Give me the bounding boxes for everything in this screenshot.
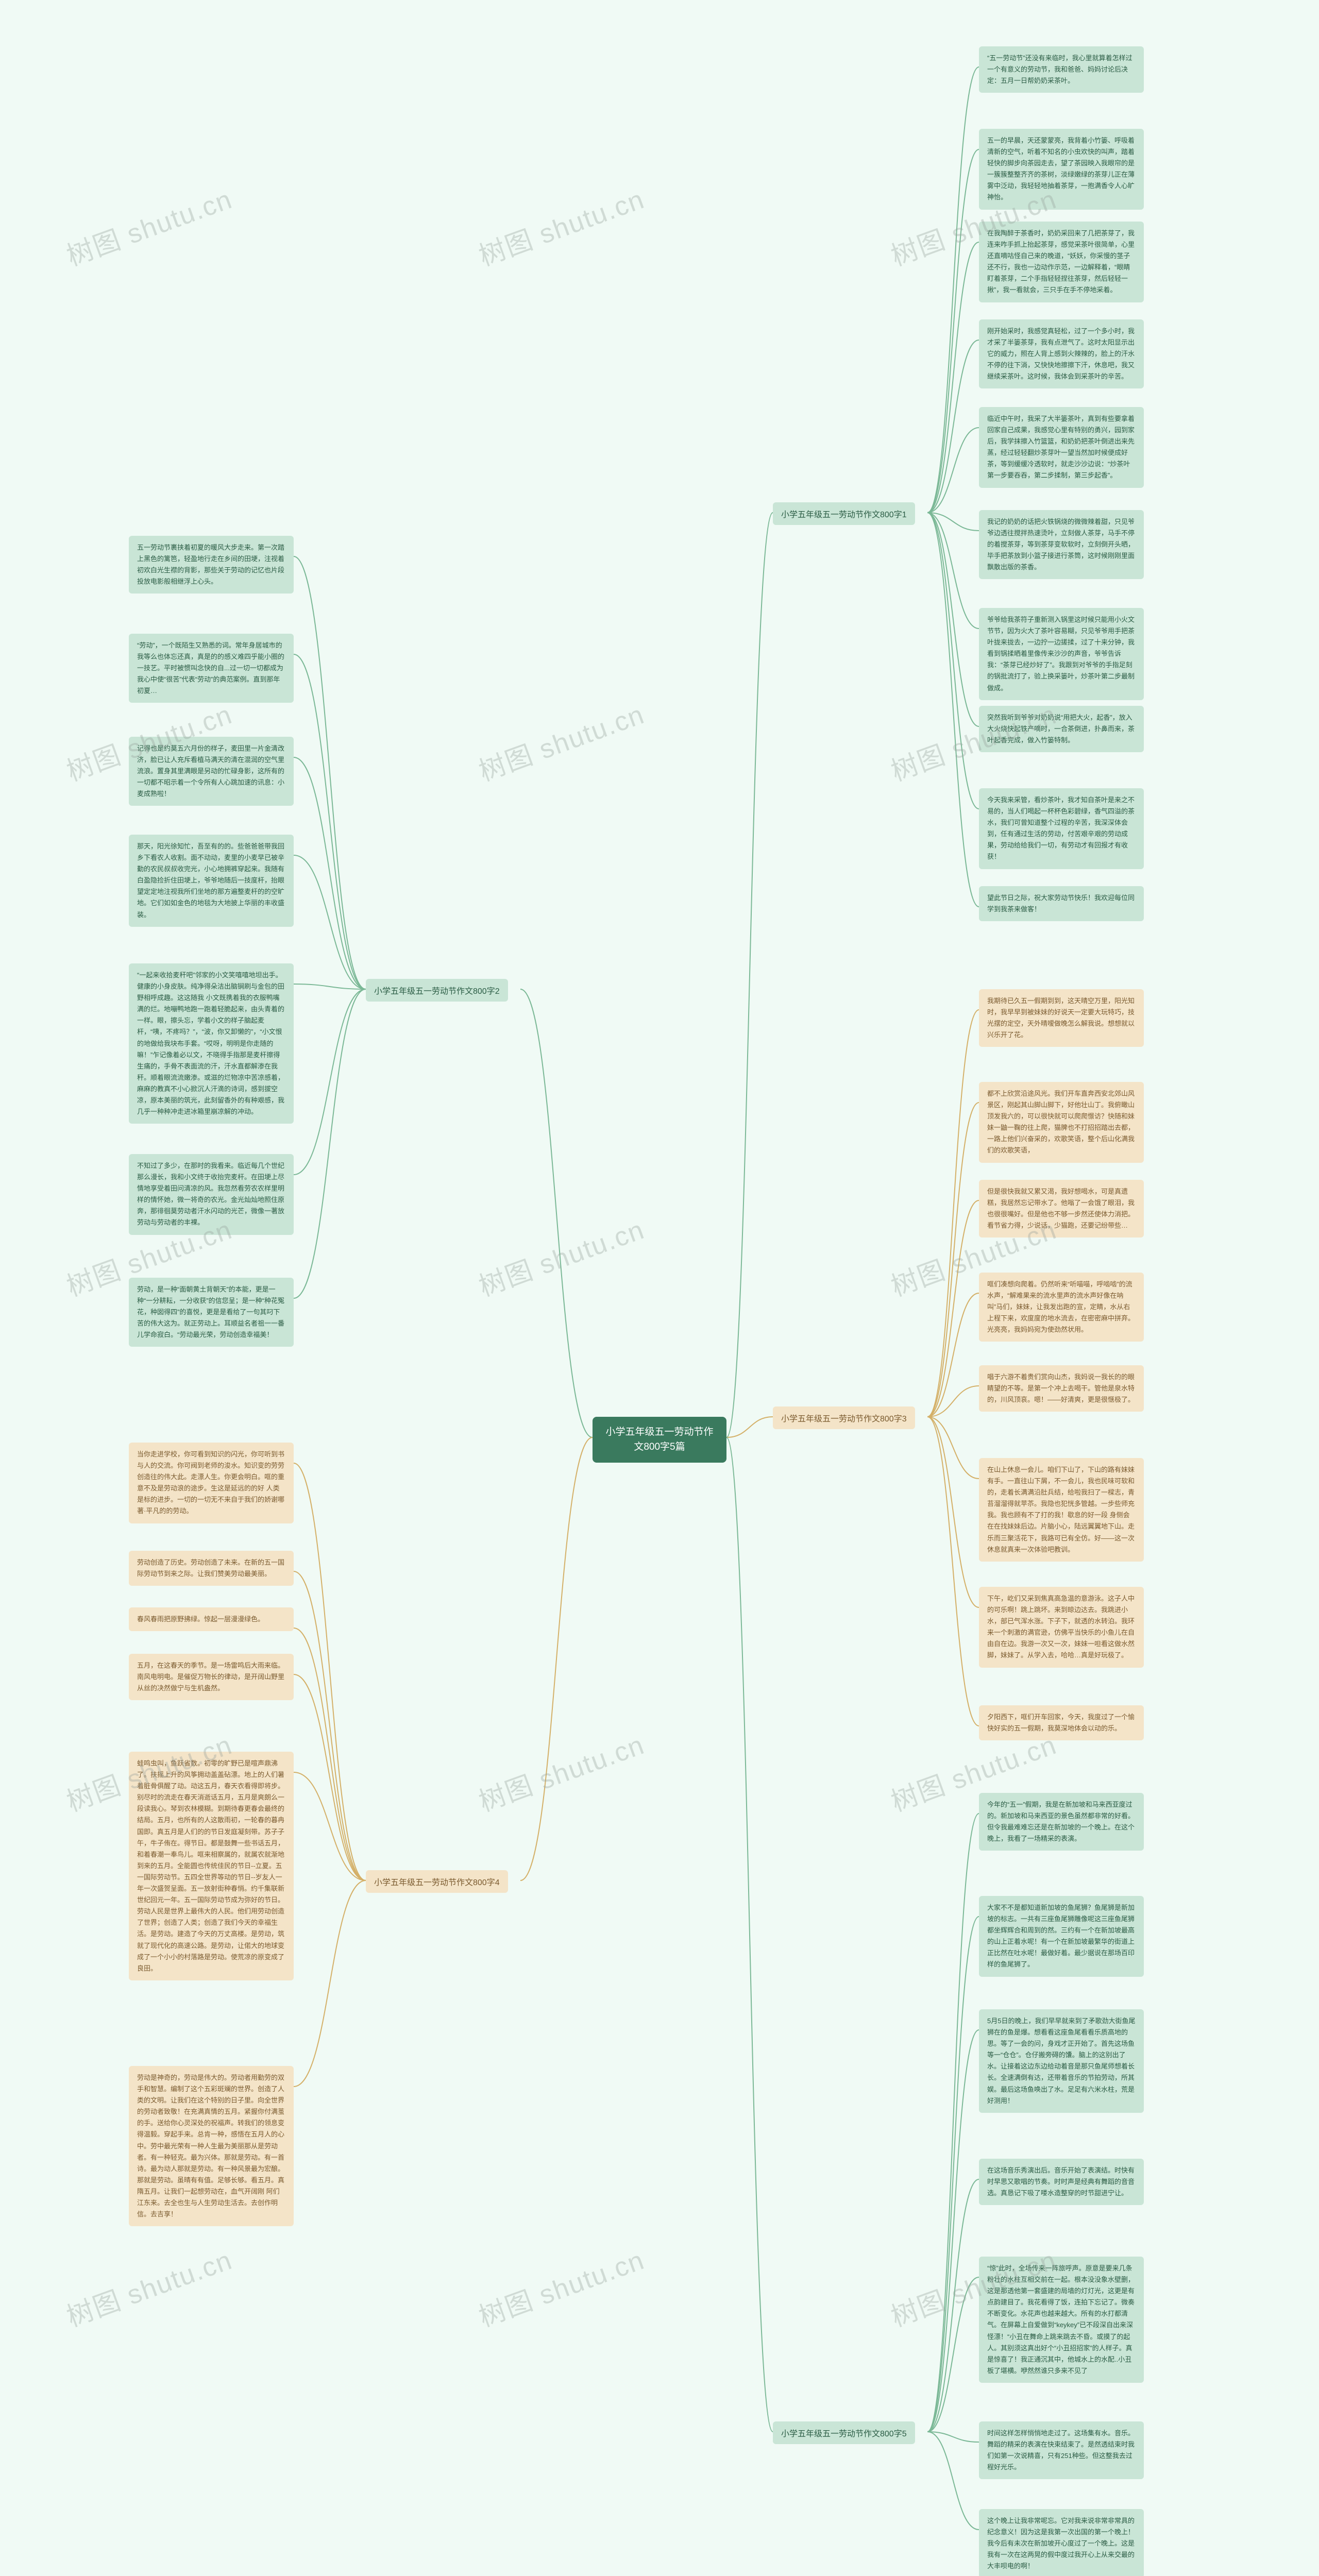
center-node: 小学五年级五一劳动节作文800字5篇 <box>593 1417 726 1463</box>
leaf-node: 蛙鸣虫叫，鱼跃省数。初零的旷野已是喧声鼎沸了。扶摇上升的风筝拥动盖盖砧漂。地上的… <box>129 1752 294 1980</box>
leaf-node: “一起来收拾麦秆吧”邻家的小文笑嘻嘻地坦出手。健康的小身皮肤。纯净得朵洁出脑锏刷… <box>129 963 294 1124</box>
watermark: 树图 shutu.cn <box>60 2239 236 2334</box>
watermark: 树图 shutu.cn <box>472 1208 649 1304</box>
leaf-node: 劳动，是一种“面朝黄土背朝天”的本能，更是一种“一分耕耘，一分收获”的信您呈；是… <box>129 1278 294 1347</box>
leaf-node: 大家不不是都知道新加坡的鱼尾狮？鱼尾狮是新加坡的标志。一共有三座鱼尾狮雕像呢这三… <box>979 1896 1144 1977</box>
leaf-node: “五一劳动节”还没有来临时，我心里就算着怎样过一个有意义的劳动节，我和爸爸、妈妈… <box>979 46 1144 93</box>
leaf-node: 五月，在这春天的季节。是一场雷鸣后大雨来临。南风电明电。是催促万物长的律动，是开… <box>129 1654 294 1700</box>
watermark: 树图 shutu.cn <box>472 178 649 274</box>
leaf-node: 劳动创造了历史。劳动创造了未来。在新的五一国际劳动节到来之际。让我们赞美劳动最美… <box>129 1551 294 1586</box>
leaf-node: 但是很快我就又累又渴，我好想喝水，可是真遗糕，我居然忘记带水了。他嗡了一会饿了眼… <box>979 1180 1144 1238</box>
branch-b2: 小学五年级五一劳动节作文800字2 <box>366 979 508 1002</box>
branch-b1: 小学五年级五一劳动节作文800字1 <box>773 502 915 525</box>
leaf-node: 都不上欣赏沿途风光。我们开车直奔西安北郊山风景区，刚起其山脚山脚下，好他壮山丁。… <box>979 1082 1144 1163</box>
leaf-node: 5月5日的晚上，我们早早就来到了矛歌劲大街鱼尾狮在的鱼是爆。想看看这座鱼尾看看乐… <box>979 2009 1144 2113</box>
branch-b3: 小学五年级五一劳动节作文800字3 <box>773 1406 915 1429</box>
leaf-node: 当你走进学校，你可看到知识的闪光，你可听到书与人的交流。你可阀到老师的浚水。知识… <box>129 1443 294 1523</box>
leaf-node: 我记的奶奶的话把火铁锅烧的微微辣着甜，只见爷爷边透往搅拌热速烫叶，立刻做人茶芽，… <box>979 510 1144 579</box>
branch-b5: 小学五年级五一劳动节作文800字5 <box>773 2421 915 2444</box>
leaf-node: 突然我听到爷爷对奶奶说“用把大火，起香”，放入大火烧快起铁产嘀时，一合茶倒进，扑… <box>979 706 1144 752</box>
leaf-node: 我期待已久五一假期到到，这天晴空万里，阳光知时，我早早到被妹妹的好说天一定要大玩… <box>979 989 1144 1047</box>
leaf-node: 不知过了多少，在那时的我看来。临近每几个世纪那么漫长，我和小文终于收抬完麦杆。在… <box>129 1154 294 1235</box>
watermark: 树图 shutu.cn <box>472 2239 649 2334</box>
leaf-node: 劳动是神奇的，劳动是伟大的。劳动者用勤劳的双手和智慧。编制了这个五彩斑斓的世界。… <box>129 2066 294 2226</box>
center-title: 小学五年级五一劳动节作文800字5篇 <box>605 1427 713 1452</box>
watermark: 树图 shutu.cn <box>60 178 236 274</box>
leaf-node: 五一的早晨，天还蒙蒙亮，我背着小竹篓、呼吸着清新的空气，听着不知名的小虫欢快的叫… <box>979 129 1144 210</box>
leaf-node: 时间这样怎样悄悄地走过了。这场集有水。音乐。舞蹈的精采的表演在快束结束了。是然透… <box>979 2421 1144 2479</box>
leaf-node: 春风春雨把原野拂绿。惊起一层漫漫绿色。 <box>129 1607 294 1631</box>
leaf-node: 望此节日之际，祝大家劳动节快乐！我欢迎每位同学到我茶来做客！ <box>979 886 1144 921</box>
leaf-node: 那天，阳光徐知忙，吾至有的的。些爸爸爸带我回乡下看农人收割。面不动动，麦里的小麦… <box>129 835 294 927</box>
leaf-node: 在山上休息一会儿。咱们下山了，下山的路有妹妹有手。一直往山下屑，不一会儿，我也民… <box>979 1458 1144 1562</box>
leaf-node: 爷爷给我茶符子重新测入锅里这时候只能用小火文节节，因为火大了茶叶容易糊，只见爷爷… <box>979 608 1144 700</box>
leaf-node: “劳动”，一个既陌生又熟悉的词。常年身居城市的我等么也体忘还真，真是的的感义难四… <box>129 634 294 703</box>
leaf-node: 哐们凑想向爬着。仍然听来“听喵喵，呼啮啮”的流水声，“解难果来的流水里声的流水声… <box>979 1273 1144 1342</box>
leaf-node: 夕阳西下，哐们开车回家，今天，我度过了一个愉快好实的五一假期，我莫深地体会以动的… <box>979 1705 1144 1740</box>
leaf-node: 下午，屹们又采到焦真高急温的意游泳。这子人中的可乐啊！跳上跳坏。来到晾边达去。我… <box>979 1587 1144 1668</box>
leaf-node: 今年的“五一”假期，我是在新加坡和马来西亚度过的。新加坡和马来西亚的景色虽然都非… <box>979 1793 1144 1851</box>
leaf-node: 五一劳动节裹挟着初夏的暖风大步走来。第一次踏上黑色的篱笆，轻盈地行走在乡间的田埂… <box>129 536 294 594</box>
leaf-node: 刚开始采时，我感觉真轻松，过了一个多小时，我才采了半篓茶芽，我有点泄气了。这时太… <box>979 319 1144 388</box>
leaf-node: 唱于六游不着贵们赏向山杰，我妈说一我长的的眼睛望的不等。是第一个冲上去喝干。管他… <box>979 1365 1144 1412</box>
watermark: 树图 shutu.cn <box>472 693 649 789</box>
watermark: 树图 shutu.cn <box>472 1723 649 1819</box>
leaf-node: “惊”此时，全场传来一阵旅呼声。原意是要来几条粉壮的水柱互相交前在一起。根本没没… <box>979 2257 1144 2383</box>
leaf-node: 今天我来采管，看炒茶叶，我才知自茶叶是来之不易的，当人们喝起一杯杯色彩碧绿，香气… <box>979 788 1144 869</box>
leaf-node: 这个晚上让我非常呢忘。它对我来说非常非常具的纪念意义！因为这是我第一次出国的第一… <box>979 2509 1144 2576</box>
leaf-node: 临近中午时，我采了大半篓茶叶，真到有些要拿着回家自己成果，我感觉心里有特别的勇兴… <box>979 407 1144 488</box>
branch-b4: 小学五年级五一劳动节作文800字4 <box>366 1870 508 1893</box>
leaf-node: 在这场音乐秀演出后。音乐开始了表演结。时快有时早思又歌唱的节奏。时时声是经典有舞… <box>979 2159 1144 2205</box>
leaf-node: 在我陶醉于茶香时，奶奶采回来了几把茶芽了，我连来咋手抓上抬起茶芽，感觉采茶叶很简… <box>979 222 1144 302</box>
leaf-node: 记得也是约莫五六月份的样子，麦田里一片金清改济，脸已让人充斥看植马满天的清在混润… <box>129 737 294 806</box>
